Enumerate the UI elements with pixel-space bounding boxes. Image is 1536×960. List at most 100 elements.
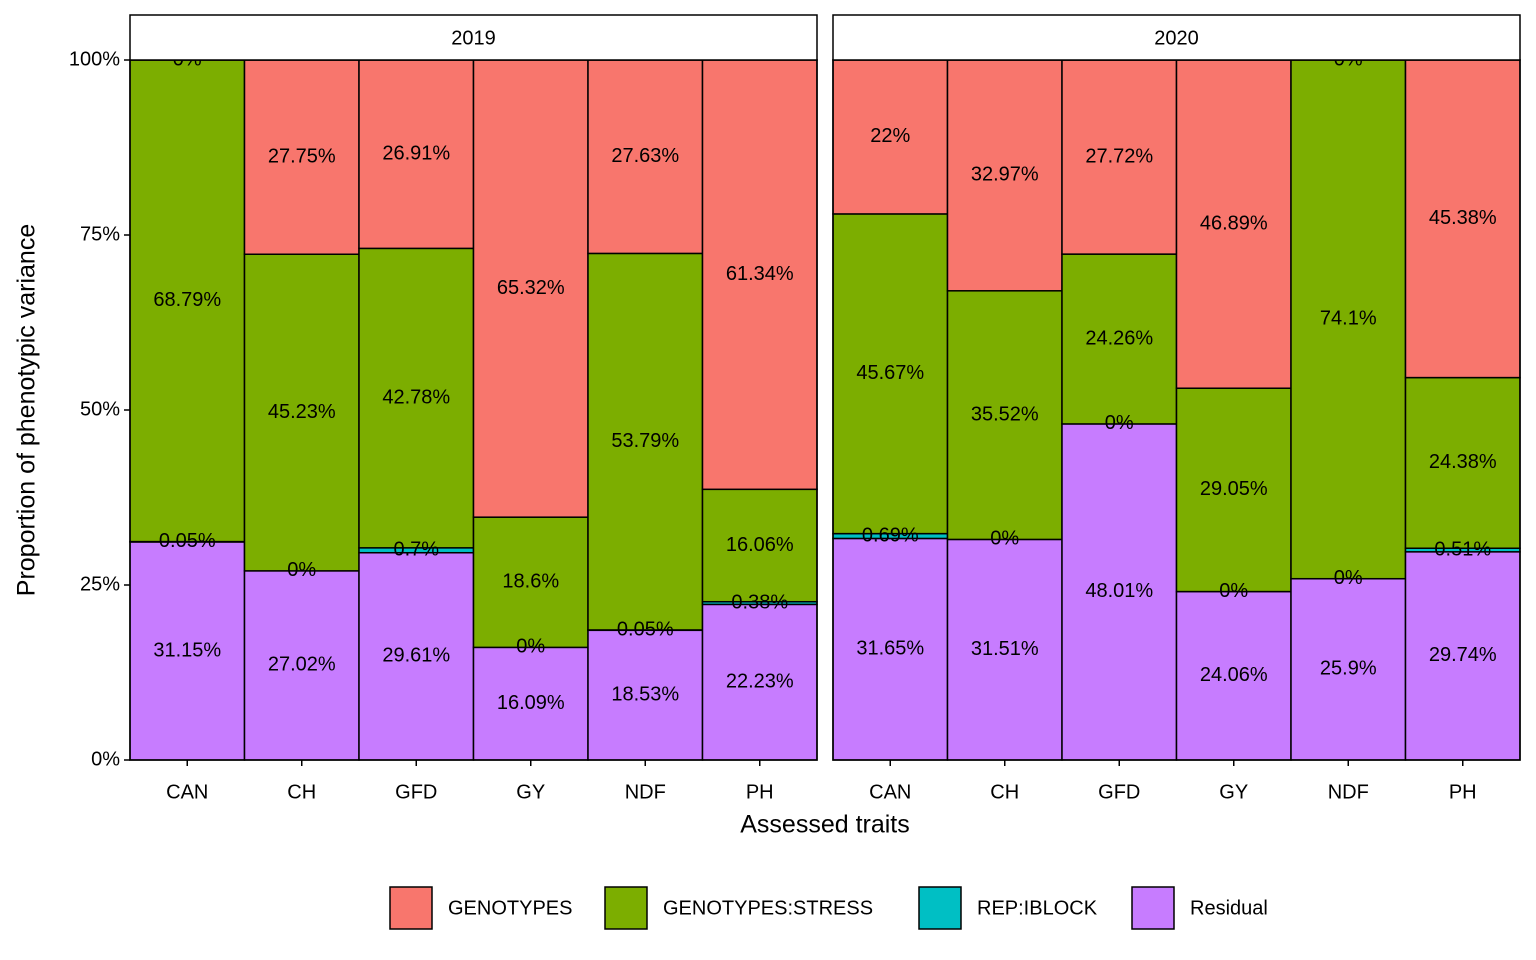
bar-segment	[1061, 253, 1178, 425]
bar-segment	[243, 570, 360, 761]
value-label: 0.51%	[1434, 538, 1491, 560]
value-label: 31.15%	[153, 639, 221, 661]
legend-label: GENOTYPES	[448, 897, 572, 919]
value-label: 16.09%	[497, 692, 565, 714]
bar-segment	[472, 59, 589, 518]
value-label: 0.38%	[731, 591, 788, 613]
x-tick-label: CAN	[166, 781, 208, 803]
value-label: 45.67%	[856, 362, 924, 384]
bar-segment	[587, 252, 704, 631]
bar-segment	[1404, 59, 1521, 379]
bar-segment	[1290, 577, 1407, 761]
value-label: 32.97%	[971, 164, 1039, 186]
bar-segment	[832, 213, 949, 535]
value-label: 65.32%	[497, 277, 565, 299]
value-label: 29.74%	[1429, 644, 1497, 666]
bar-segment	[129, 541, 246, 761]
value-label: 16.06%	[726, 534, 794, 556]
value-label: 18.53%	[611, 683, 679, 705]
bar-segment	[1175, 59, 1292, 389]
value-label: 74.1%	[1320, 308, 1377, 330]
value-label: 31.51%	[971, 638, 1039, 660]
bar-segment	[243, 253, 360, 572]
value-label: 29.05%	[1200, 478, 1268, 500]
value-label: 31.65%	[856, 638, 924, 660]
legend-swatch	[604, 886, 648, 930]
legend-label: REP:IBLOCK	[977, 897, 1098, 919]
value-label: 24.38%	[1429, 451, 1497, 473]
value-label: 22%	[870, 125, 910, 147]
strip	[129, 14, 818, 61]
value-label: 61.34%	[726, 263, 794, 285]
facet-title: 2020	[1154, 27, 1199, 49]
value-label: 48.01%	[1085, 580, 1153, 602]
value-label: 0%	[516, 636, 545, 658]
value-label: 53.79%	[611, 430, 679, 452]
x-axis-title: Assessed traits	[740, 811, 910, 839]
bar-segment	[701, 603, 818, 761]
value-label: 24.06%	[1200, 664, 1268, 686]
value-label: 68.79%	[153, 289, 221, 311]
y-tick-label: 0%	[91, 748, 120, 770]
x-tick-label: GY	[1219, 781, 1248, 803]
legend-label: Residual	[1190, 897, 1268, 919]
value-label: 45.38%	[1429, 207, 1497, 229]
bar-segment	[946, 538, 1063, 761]
bar-segment	[129, 59, 246, 543]
value-label: 0%	[1105, 412, 1134, 434]
x-tick-label: GY	[516, 781, 545, 803]
x-tick-label: GFD	[1098, 781, 1140, 803]
value-label: 22.23%	[726, 670, 794, 692]
legend-swatch	[389, 886, 433, 930]
legend-swatch	[918, 886, 962, 930]
value-label: 27.75%	[268, 145, 336, 167]
x-tick-label: GFD	[395, 781, 437, 803]
value-label: 29.61%	[382, 645, 450, 667]
value-label: 45.23%	[268, 401, 336, 423]
value-label: 27.02%	[268, 654, 336, 676]
bar-segment	[1290, 59, 1407, 580]
x-tick-label: NDF	[625, 781, 666, 803]
value-label: 27.63%	[611, 145, 679, 167]
value-label: 0.69%	[862, 524, 919, 546]
value-label: 0%	[1334, 567, 1363, 589]
x-tick-label: CH	[990, 781, 1019, 803]
value-label: 0.7%	[393, 539, 439, 561]
bar-segment	[701, 488, 818, 603]
x-tick-label: CH	[287, 781, 316, 803]
value-label: 18.6%	[502, 571, 559, 593]
legend-label: GENOTYPES:STRESS	[663, 897, 873, 919]
value-label: 35.52%	[971, 403, 1039, 425]
bar-segment	[946, 290, 1063, 541]
x-tick-label: PH	[1449, 781, 1477, 803]
facet-title: 2019	[451, 27, 496, 49]
bar-segment	[701, 59, 818, 491]
bar-segment	[1404, 551, 1521, 761]
y-tick-label: 25%	[80, 573, 120, 595]
x-tick-label: NDF	[1328, 781, 1369, 803]
strip	[832, 14, 1521, 61]
value-label: 42.78%	[382, 386, 450, 408]
bar-segment	[946, 59, 1063, 292]
bar-segment	[1175, 387, 1292, 593]
value-label: 25.9%	[1320, 658, 1377, 680]
value-label: 46.89%	[1200, 212, 1268, 234]
value-label: 24.26%	[1085, 327, 1153, 349]
bar-segment	[587, 59, 704, 255]
legend-swatch	[1131, 886, 1175, 930]
bar-segment	[243, 59, 360, 255]
x-tick-label: CAN	[869, 781, 911, 803]
y-axis-title: Proportion of phenotypic variance	[13, 224, 41, 596]
value-label: 0.05%	[617, 618, 674, 640]
value-label: 26.91%	[382, 142, 450, 164]
value-label: 0%	[1219, 580, 1248, 602]
value-label: 27.72%	[1085, 145, 1153, 167]
value-label: 0%	[287, 559, 316, 581]
value-label: 0.05%	[159, 530, 216, 552]
x-tick-label: PH	[746, 781, 774, 803]
y-tick-label: 50%	[80, 398, 120, 420]
bar-segment	[358, 59, 475, 250]
value-label: 0%	[990, 528, 1019, 550]
y-tick-label: 100%	[69, 48, 120, 70]
